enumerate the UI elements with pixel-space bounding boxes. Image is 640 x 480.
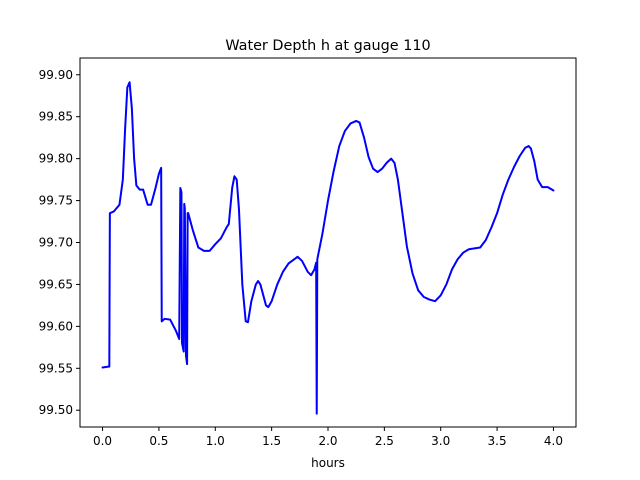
x-tick-label: 1.0 bbox=[206, 434, 225, 448]
y-tick-label: 99.55 bbox=[39, 361, 73, 375]
y-tick-label: 99.80 bbox=[39, 152, 73, 166]
x-axis: 0.0 0.5 1.0 1.5 2.0 2.5 3.0 3.5 4.0 bbox=[93, 427, 563, 448]
y-tick-label: 99.75 bbox=[39, 194, 73, 208]
y-tick-label: 99.70 bbox=[39, 236, 73, 250]
x-axis-label: hours bbox=[311, 456, 345, 470]
y-tick-label: 99.65 bbox=[39, 277, 73, 291]
x-tick-label: 4.0 bbox=[544, 434, 563, 448]
x-tick-label: 1.5 bbox=[262, 434, 281, 448]
chart-title: Water Depth h at gauge 110 bbox=[225, 38, 430, 54]
y-axis: 99.50 99.55 99.60 99.65 99.70 99.75 99.80 99.85… bbox=[39, 68, 80, 417]
y-tick-label: 99.90 bbox=[39, 68, 73, 82]
plot-background bbox=[80, 58, 576, 427]
x-tick-label: 3.5 bbox=[488, 434, 507, 448]
series-line bbox=[101, 81, 555, 415]
x-tick-label: 2.5 bbox=[375, 434, 394, 448]
y-tick-label: 99.85 bbox=[39, 110, 73, 124]
plot-area: 0.0 0.5 1.0 1.5 2.0 2.5 3.0 3.5 4.0 99.5099.5599… bbox=[39, 57, 577, 448]
x-tick-label: 0.0 bbox=[93, 434, 112, 448]
y-tick-label: 99.60 bbox=[39, 319, 73, 333]
series-group bbox=[101, 81, 555, 415]
y-tick-label: 99.50 bbox=[39, 403, 73, 417]
x-tick-label: 3.0 bbox=[431, 434, 450, 448]
plot-frame bbox=[79, 57, 577, 428]
x-tick-label: 0.5 bbox=[149, 434, 168, 448]
x-tick-label: 2.0 bbox=[318, 434, 337, 448]
